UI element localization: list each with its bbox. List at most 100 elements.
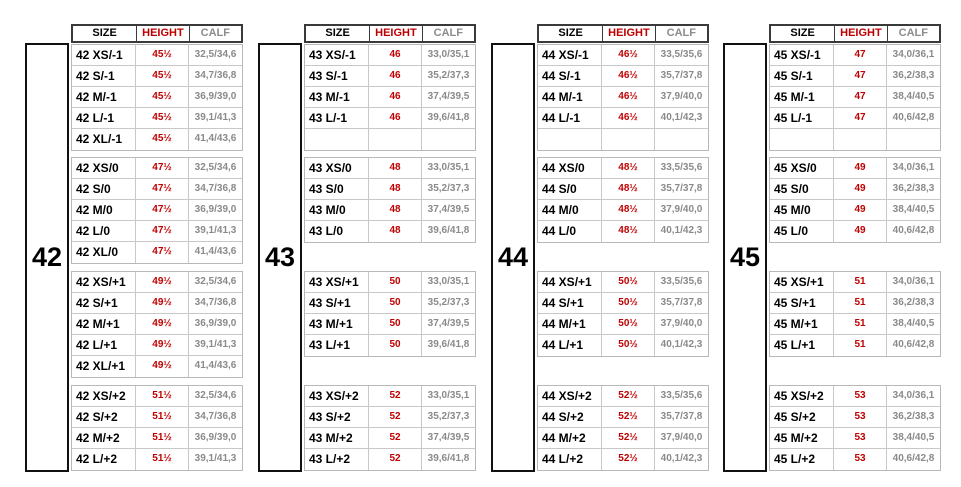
table-row: 43 L/+1 50 39,6/41,8 — [305, 335, 475, 356]
calf-cell: 35,7/37,8 — [660, 70, 703, 81]
size-block-43: SIZE HEIGHT CALF 43 43 XS/-1 46 33,0/35,1 43 S/… — [258, 0, 488, 487]
header-calf: CALF — [898, 27, 928, 39]
table-row: 44 M/0 48½ 37,9/40,0 — [538, 200, 708, 221]
empty-table-row — [770, 129, 940, 150]
size-cell: 42 M/+2 — [72, 428, 136, 448]
calf-cell: 35,2/37,3 — [427, 183, 470, 194]
height-cell: 49½ — [136, 314, 189, 334]
height-cell: 49½ — [136, 356, 189, 377]
header-calf: CALF — [200, 27, 230, 39]
column-header-row: SIZE HEIGHT CALF — [71, 24, 243, 43]
size-cell: 42 M/+1 — [72, 314, 136, 334]
table-row: 45 L/+1 51 40,6/42,8 — [770, 335, 940, 356]
table-row: 45 XS/+2 53 34,0/36,1 — [770, 386, 940, 407]
size-cell: 42 XS/+2 — [72, 386, 136, 406]
height-cell: 50 — [369, 293, 422, 313]
size-cell: 43 L/+2 — [305, 449, 369, 470]
height-cell: 50½ — [602, 335, 655, 356]
size-cell: 43 M/0 — [305, 200, 369, 220]
calf-cell: 39,1/41,3 — [194, 339, 237, 350]
size-cell: 42 L/+1 — [72, 335, 136, 355]
size-cell: 45 XS/+2 — [770, 386, 834, 406]
table-row: 42 L/-1 45½ 39,1/41,3 — [72, 108, 242, 129]
calf-cell: 40,6/42,8 — [892, 225, 935, 236]
table-row: 42 S/+1 49½ 34,7/36,8 — [72, 293, 242, 314]
calf-cell: 35,2/37,3 — [427, 70, 470, 81]
calf-cell: 33,5/35,6 — [660, 162, 703, 173]
size-cell: 42 S/+1 — [72, 293, 136, 313]
size-cell: 44 L/+1 — [538, 335, 602, 356]
calf-cell: 39,1/41,3 — [194, 453, 237, 464]
table-row: 42 L/+2 51½ 39,1/41,3 — [72, 449, 242, 470]
height-cell: 49½ — [136, 293, 189, 313]
calf-cell: 39,6/41,8 — [427, 112, 470, 123]
size-cell: 42 L/0 — [72, 221, 136, 241]
height-cell — [834, 129, 887, 150]
shoe-size-label: 42 — [25, 43, 69, 472]
height-cell: 51 — [834, 314, 887, 334]
table-row: 44 XS/0 48½ 33,5/35,6 — [538, 158, 708, 179]
calf-cell: 40,1/42,3 — [660, 453, 703, 464]
height-cell: 46½ — [602, 66, 655, 86]
header-calf: CALF — [433, 27, 463, 39]
size-cell: 42 M/-1 — [72, 87, 136, 107]
height-cell: 51 — [834, 293, 887, 313]
height-cell: 52½ — [602, 386, 655, 406]
calf-cell: 36,9/39,0 — [194, 91, 237, 102]
calf-cell: 39,1/41,3 — [194, 225, 237, 236]
size-block-45: SIZE HEIGHT CALF 45 45 XS/-1 47 34,0/36,1 45 S/… — [723, 0, 953, 487]
table-row: 45 M/+1 51 38,4/40,5 — [770, 314, 940, 335]
height-cell: 46 — [369, 87, 422, 107]
size-cell: 43 L/0 — [305, 221, 369, 242]
calf-cell: 40,1/42,3 — [660, 112, 703, 123]
calf-cell: 34,7/36,8 — [194, 70, 237, 81]
size-cell: 45 L/+1 — [770, 335, 834, 356]
size-cell: 44 S/0 — [538, 179, 602, 199]
table-row: 42 M/+1 49½ 36,9/39,0 — [72, 314, 242, 335]
size-cell: 45 XS/-1 — [770, 45, 834, 65]
height-cell: 45½ — [136, 66, 189, 86]
height-cell: 45½ — [136, 108, 189, 128]
calf-cell: 33,0/35,1 — [427, 162, 470, 173]
header-size: SIZE — [306, 26, 371, 41]
size-group: 43 XS/-1 46 33,0/35,1 43 S/-1 46 35,2/37,3 43 … — [304, 44, 476, 151]
size-group: 44 XS/+2 52½ 33,5/35,6 44 S/+2 52½ 35,7/37,8 4… — [537, 385, 709, 471]
shoe-size-label: 44 — [491, 43, 535, 472]
height-cell: 50½ — [602, 314, 655, 334]
size-cell: 45 M/+1 — [770, 314, 834, 334]
height-cell: 50 — [369, 272, 422, 292]
calf-cell: 41,4/43,6 — [194, 360, 237, 371]
calf-cell: 34,0/36,1 — [892, 162, 935, 173]
calf-cell: 34,0/36,1 — [892, 49, 935, 60]
size-cell: 42 XS/-1 — [72, 45, 136, 65]
calf-cell: 34,7/36,8 — [194, 183, 237, 194]
size-cell: 45 L/0 — [770, 221, 834, 242]
height-cell — [369, 129, 422, 150]
height-cell: 48½ — [602, 221, 655, 242]
header-size: SIZE — [539, 26, 604, 41]
size-cell: 43 M/-1 — [305, 87, 369, 107]
height-cell: 47½ — [136, 179, 189, 199]
table-row: 44 L/-1 46½ 40,1/42,3 — [538, 108, 708, 129]
height-cell: 53 — [834, 428, 887, 448]
calf-cell: 36,9/39,0 — [194, 318, 237, 329]
height-cell: 47 — [834, 108, 887, 128]
calf-cell: 32,5/34,6 — [194, 162, 237, 173]
size-group: 42 XS/-1 45½ 32,5/34,6 42 S/-1 45½ 34,7/36,8 4… — [71, 44, 243, 151]
size-cell: 44 L/-1 — [538, 108, 602, 128]
height-cell: 47½ — [136, 158, 189, 178]
height-cell: 52 — [369, 428, 422, 448]
calf-cell: 37,4/39,5 — [427, 91, 470, 102]
height-cell: 48½ — [602, 179, 655, 199]
calf-cell: 37,9/40,0 — [660, 432, 703, 443]
height-cell: 51½ — [136, 449, 189, 470]
size-group: 42 XS/+2 51½ 32,5/34,6 42 S/+2 51½ 34,7/36,8 4… — [71, 385, 243, 471]
height-cell: 47½ — [136, 221, 189, 241]
height-cell: 49 — [834, 179, 887, 199]
height-cell: 50½ — [602, 293, 655, 313]
table-row: 44 S/-1 46½ 35,7/37,8 — [538, 66, 708, 87]
table-row: 45 L/0 49 40,6/42,8 — [770, 221, 940, 242]
size-cell: 42 XL/-1 — [72, 129, 136, 150]
size-group: 45 XS/+2 53 34,0/36,1 45 S/+2 53 36,2/38,3 45 … — [769, 385, 941, 471]
calf-cell: 32,5/34,6 — [194, 390, 237, 401]
